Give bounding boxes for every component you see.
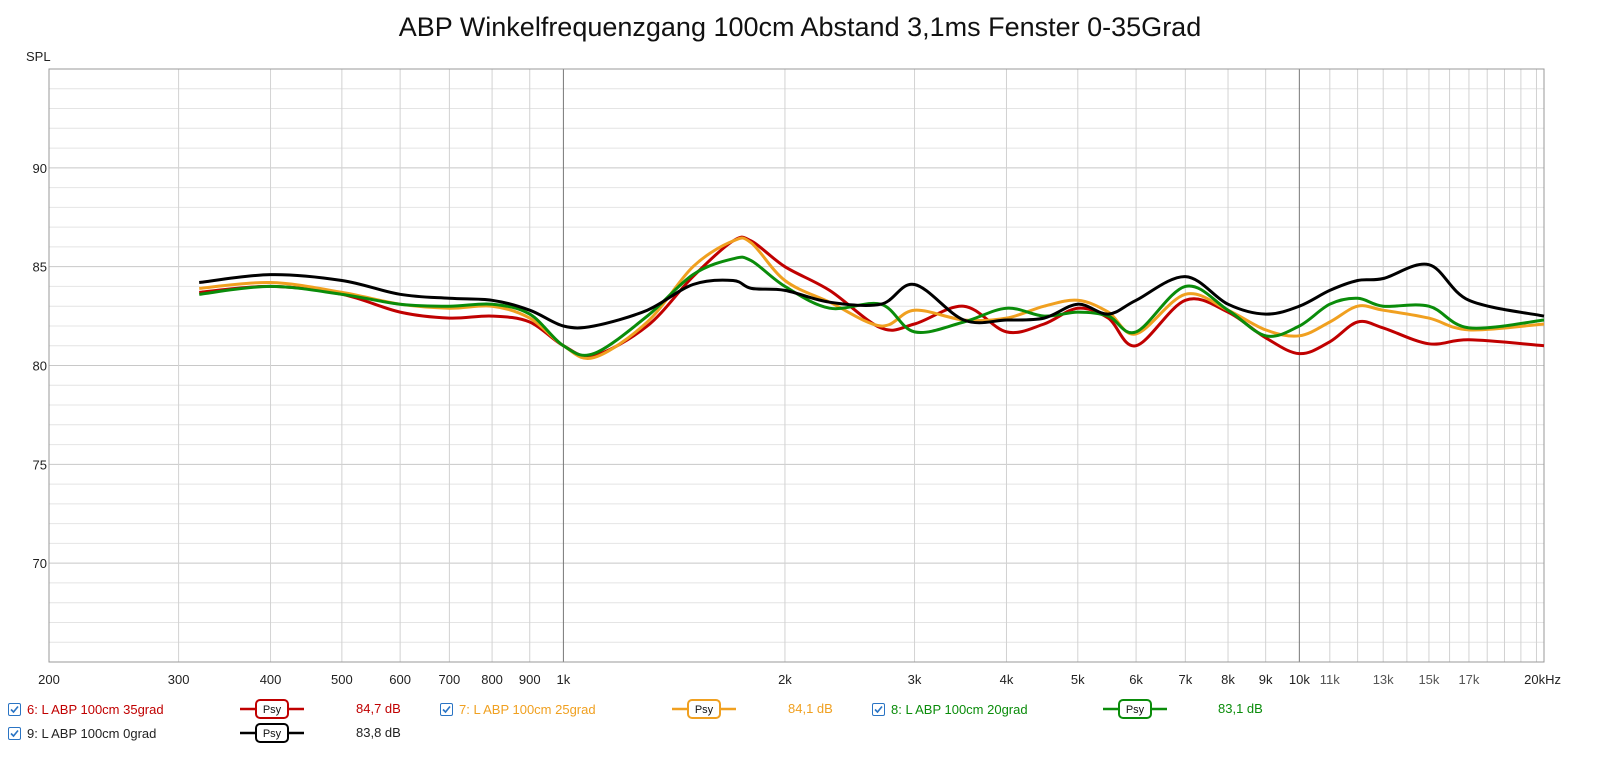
x-tick-label: 500 (331, 672, 353, 687)
psy-badge-label: Psy (263, 728, 282, 740)
series-line-1 (199, 236, 1545, 360)
legend-value-35grad: 84,7 dB (356, 701, 401, 716)
x-tick-label: 3k (908, 672, 922, 687)
y-tick-label: 80 (33, 359, 47, 374)
psy-badge-label: Psy (695, 704, 714, 716)
x-tick-label: 9k (1259, 672, 1273, 687)
x-tick-label: 1k (557, 672, 571, 687)
y-tick-label: 85 (33, 260, 47, 275)
psy-badge-box (255, 723, 289, 743)
x-tick-label: 6k (1129, 672, 1143, 687)
x-tick-label: 200 (38, 672, 60, 687)
chart-title: ABP Winkelfrequenzgang 100cm Abstand 3,1… (399, 12, 1201, 42)
legend-item-25grad[interactable]: 7: L ABP 100cm 25grad (440, 698, 596, 720)
psy-badge-label: Psy (1126, 704, 1145, 716)
legend-item-35grad[interactable]: 6: L ABP 100cm 35grad (8, 698, 164, 720)
checkbox-0grad[interactable] (8, 726, 21, 740)
x-tick-label: 2k (778, 672, 792, 687)
x-tick-label: 7k (1178, 672, 1192, 687)
legend-item-0grad[interactable]: 9: L ABP 100cm 0grad (8, 722, 156, 744)
psy-badge-box (1118, 699, 1152, 719)
x-tick-label: 700 (439, 672, 461, 687)
x-tick-label: 20kHz (1524, 672, 1561, 687)
legend: 6: L ABP 100cm 35grad Psy 84,7 dB 7: L A… (0, 698, 1600, 758)
y-tick-label: 70 (33, 556, 47, 571)
x-tick-label: 300 (168, 672, 190, 687)
legend-value-25grad: 84,1 dB (788, 701, 833, 716)
psy-badge-25grad[interactable]: Psy (672, 698, 736, 720)
x-tick-label: 900 (519, 672, 541, 687)
x-tick-label: 8k (1221, 672, 1235, 687)
x-tick-label: 15k (1418, 672, 1439, 687)
series-line-0 (199, 235, 1545, 358)
psy-badge-box (687, 699, 721, 719)
x-tick-label: 400 (260, 672, 282, 687)
x-tick-label: 5k (1071, 672, 1085, 687)
grid (49, 69, 1544, 662)
series-line-3 (199, 262, 1545, 330)
x-tick-label: 800 (481, 672, 503, 687)
legend-item-20grad[interactable]: 8: L ABP 100cm 20grad (872, 698, 1028, 720)
legend-label-20grad: 8: L ABP 100cm 20grad (891, 701, 1028, 717)
tick-labels: 70 75 80 85 90 200 300 400 500 600 700 800 900 1k 2k 3k… (33, 161, 1561, 687)
checkbox-35grad[interactable] (8, 702, 21, 716)
psy-badge-box (255, 699, 289, 719)
checkbox-20grad[interactable] (872, 702, 885, 716)
chart-plot: ABP Winkelfrequenzgang 100cm Abstand 3,1… (26, 12, 1561, 687)
legend-value-0grad: 83,8 dB (356, 725, 401, 740)
y-axis-label: SPL (26, 49, 51, 64)
y-tick-label: 75 (33, 457, 47, 472)
psy-badge-35grad[interactable]: Psy (240, 698, 304, 720)
psy-badge-label: Psy (263, 704, 282, 716)
series-line-2 (199, 255, 1545, 357)
psy-badge-20grad[interactable]: Psy (1103, 698, 1167, 720)
checkbox-25grad[interactable] (440, 702, 453, 716)
legend-value-20grad: 83,1 dB (1218, 701, 1263, 716)
psy-badge-0grad[interactable]: Psy (240, 722, 304, 744)
series-layer (199, 235, 1545, 360)
x-tick-label: 13k (1373, 672, 1394, 687)
x-tick-label: 17k (1458, 672, 1479, 687)
x-tick-label: 10k (1289, 672, 1310, 687)
x-tick-label: 11k (1320, 672, 1340, 687)
plot-frame (48, 68, 1545, 663)
legend-label-25grad: 7: L ABP 100cm 25grad (459, 701, 596, 717)
legend-label-0grad: 9: L ABP 100cm 0grad (27, 725, 157, 741)
legend-label-35grad: 6: L ABP 100cm 35grad (27, 701, 164, 717)
x-tick-label: 600 (389, 672, 411, 687)
y-tick-label: 90 (33, 161, 47, 176)
x-tick-label: 4k (1000, 672, 1014, 687)
